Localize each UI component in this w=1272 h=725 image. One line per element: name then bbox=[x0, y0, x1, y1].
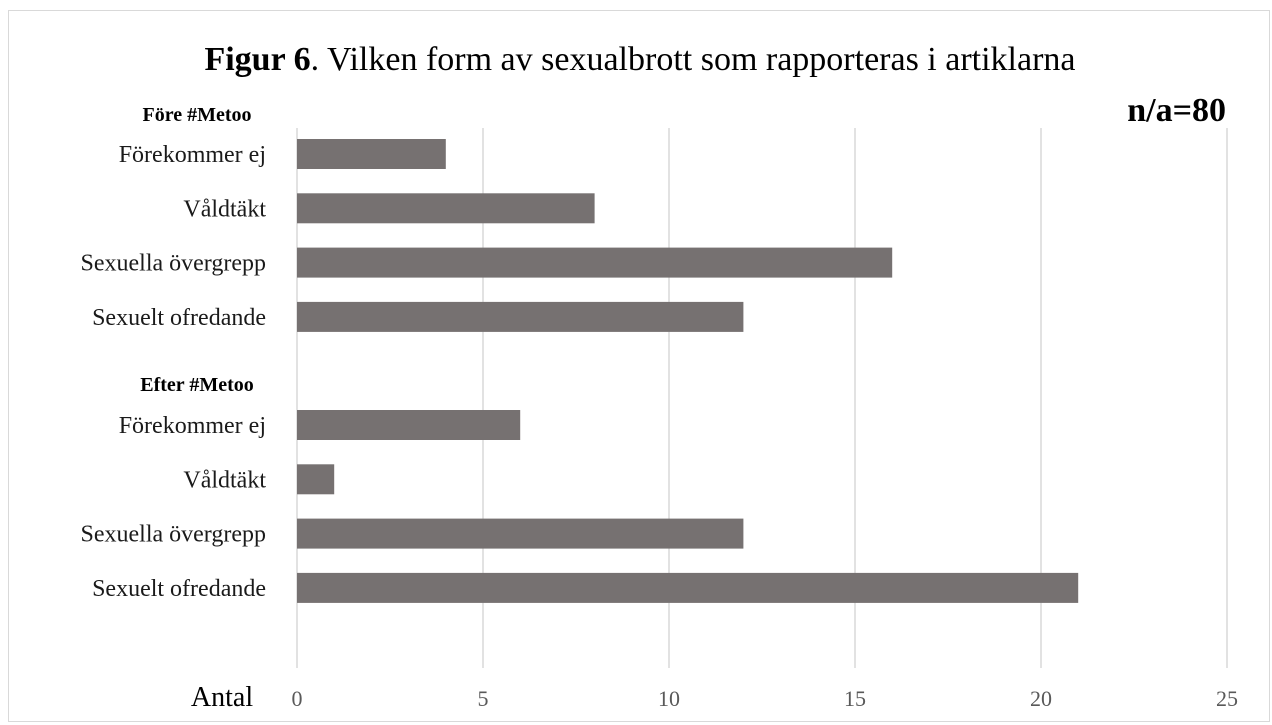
category-label: Våldtäkt bbox=[183, 467, 266, 493]
x-axis-label: Antal bbox=[191, 682, 253, 713]
sample-size-note: n/a=80 bbox=[1127, 92, 1226, 129]
chart-title-rest: . Vilken form av sexualbrott som rapport… bbox=[311, 41, 1076, 78]
category-label: Våldtäkt bbox=[183, 196, 266, 222]
chart-title-bold: Figur 6 bbox=[204, 41, 310, 78]
bar bbox=[297, 410, 521, 440]
group-label: Efter #Metoo bbox=[140, 374, 253, 396]
x-tick-label: 0 bbox=[292, 686, 303, 711]
category-label: Sexuelt ofredande bbox=[92, 305, 266, 331]
bar-layer bbox=[297, 139, 1079, 603]
bar bbox=[297, 301, 744, 332]
bar bbox=[297, 572, 1079, 603]
chart-frame bbox=[8, 10, 1270, 722]
bar bbox=[297, 193, 595, 224]
bar bbox=[297, 518, 744, 549]
category-label: Sexuella övergrepp bbox=[81, 522, 267, 548]
bar bbox=[297, 464, 335, 495]
bar bbox=[297, 247, 893, 278]
x-tick-label: 5 bbox=[478, 686, 489, 711]
bar bbox=[297, 139, 446, 169]
x-tick-label: 10 bbox=[658, 686, 680, 711]
group-label: Före #Metoo bbox=[142, 104, 251, 126]
category-label: Förekommer ej bbox=[119, 413, 266, 439]
x-tick-label: 25 bbox=[1216, 686, 1238, 711]
x-tick-label: 15 bbox=[844, 686, 866, 711]
chart-title: Figur 6. Vilken form av sexualbrott som … bbox=[204, 41, 1075, 78]
category-label: Förekommer ej bbox=[119, 142, 266, 168]
category-label: Sexuella övergrepp bbox=[81, 251, 267, 277]
category-label: Sexuelt ofredande bbox=[92, 576, 266, 602]
label-layer: 0 5 10 15 20 25 Före #Metoo Förekommer ej Våldtä… bbox=[81, 104, 1239, 711]
x-tick-label: 20 bbox=[1030, 686, 1052, 711]
